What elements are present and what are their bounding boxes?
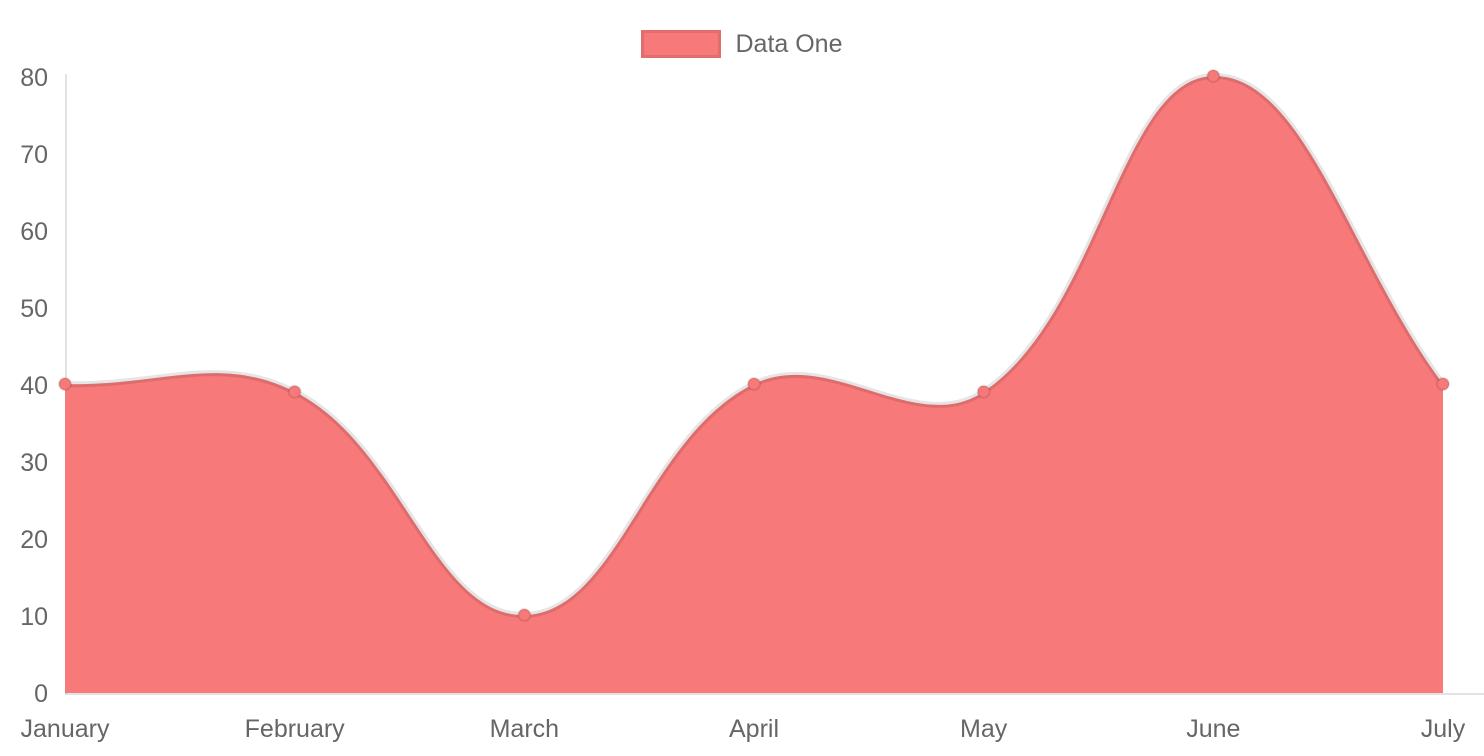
data-point-february[interactable] [287,384,302,399]
y-tick-label-80: 80 [20,64,48,92]
x-tick-label-april: April [729,715,779,743]
data-point-january[interactable] [58,377,72,391]
legend-label: Data One [735,29,843,58]
y-tick-label-40: 40 [20,372,48,400]
line-data-one [62,72,1446,619]
y-tick-label-10: 10 [20,603,48,631]
x-tick-label-february: February [245,715,346,743]
x-tick-label-march: March [490,715,559,743]
data-point-april[interactable] [747,377,761,391]
y-tick-label-20: 20 [20,526,48,554]
data-point-july[interactable] [1436,377,1450,391]
y-tick-label-70: 70 [20,141,48,169]
y-tick-label-50: 50 [20,295,48,323]
legend-swatch-icon [641,30,722,58]
y-tick-label-30: 30 [20,449,48,477]
x-tick-label-january: January [21,715,110,743]
y-tick-label-0: 0 [34,680,48,708]
data-point-june[interactable] [1206,69,1221,83]
x-tick-label-july: July [1421,715,1466,743]
data-point-may[interactable] [976,384,991,399]
legend-item-data-one[interactable]: Data One [641,29,843,58]
data-point-march[interactable] [517,608,532,622]
chart-legend: Data One [0,30,1484,58]
x-tick-label-june: June [1186,715,1240,743]
x-tick-label-may: May [960,715,1008,743]
y-tick-label-60: 60 [20,218,48,246]
